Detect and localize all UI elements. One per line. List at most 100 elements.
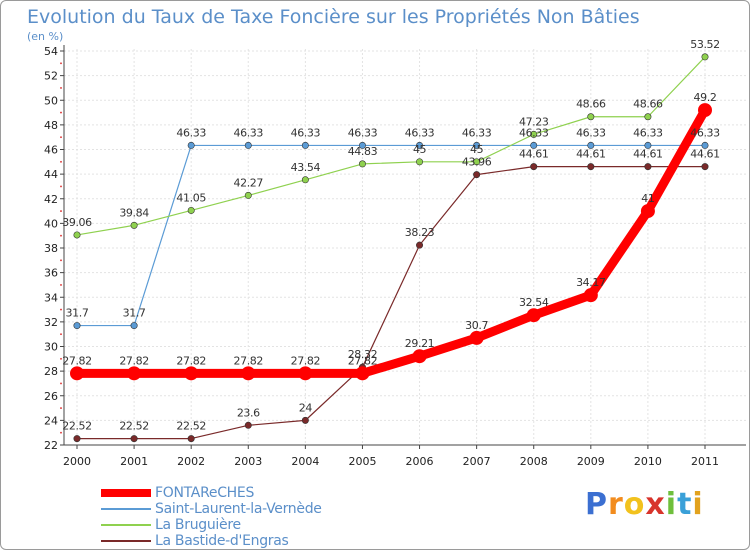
data-point [241, 366, 256, 381]
y-tick-label: 32 [44, 316, 58, 329]
data-label: 46.33 [519, 126, 549, 139]
data-point [526, 308, 541, 323]
data-label: 39.84 [119, 206, 149, 219]
legend-label: FONTAReCHES [155, 485, 255, 501]
data-point [473, 141, 481, 149]
data-point [469, 330, 484, 345]
y-tick-label: 46 [44, 144, 58, 157]
data-label: 34.17 [576, 276, 606, 289]
data-point [301, 416, 309, 424]
y-minor-tick [60, 333, 62, 336]
y-minor-tick [60, 407, 62, 409]
data-point [355, 366, 370, 381]
data-point [130, 435, 138, 443]
data-point [644, 163, 652, 171]
data-point [416, 241, 424, 249]
data-label: 46.33 [462, 126, 492, 139]
series-3 [73, 163, 709, 443]
logo-letter: P [585, 487, 608, 522]
data-point [698, 103, 712, 118]
data-label: 45 [413, 143, 427, 156]
data-label: 41 [641, 192, 654, 205]
y-minor-tick [60, 185, 62, 188]
data-label: 46.33 [633, 126, 663, 139]
data-point [701, 163, 709, 171]
legend-swatch [101, 540, 151, 542]
series-line [72, 105, 710, 378]
data-label: 48.66 [633, 98, 663, 111]
data-point [73, 231, 81, 239]
data-label: 48.66 [576, 98, 606, 111]
data-label: 46.33 [291, 126, 321, 139]
logo-letter: i [692, 487, 704, 522]
y-minor-tick [60, 160, 62, 163]
y-tick-label: 42 [44, 193, 58, 206]
data-label: 46.33 [405, 126, 435, 139]
data-label: 49.2 [694, 91, 717, 104]
data-label: 44.61 [633, 148, 663, 161]
data-point [644, 113, 652, 121]
y-tick-label: 26 [44, 390, 58, 403]
data-point [530, 130, 538, 138]
logo-letter: x [645, 487, 666, 522]
y-tick-label: 22 [44, 439, 58, 452]
data-point [412, 349, 427, 364]
data-label: 31.7 [66, 307, 89, 320]
series-0 [70, 103, 712, 381]
data-point [73, 435, 81, 443]
data-point [587, 113, 595, 121]
data-point [73, 322, 81, 330]
data-label: 43.96 [462, 156, 492, 169]
data-label: 46.33 [234, 126, 264, 139]
data-label: 28.32 [348, 348, 378, 361]
y-minor-tick [60, 308, 62, 311]
data-label: 24 [299, 401, 313, 414]
y-tick-label: 36 [44, 267, 58, 280]
data-label: 32.54 [519, 296, 549, 309]
data-label: 22.52 [176, 420, 206, 433]
data-label: 46.33 [176, 126, 206, 139]
y-minor-tick [60, 284, 62, 286]
data-point [358, 141, 366, 149]
y-tick-label: 34 [44, 291, 58, 304]
data-point [244, 141, 252, 149]
y-minor-tick [60, 136, 62, 139]
data-point [187, 435, 195, 443]
data-label: 27.82 [119, 354, 149, 367]
x-tick-label: 2004 [291, 455, 319, 468]
y-tick-label: 28 [44, 365, 58, 378]
series-line [76, 56, 706, 236]
series-2 [73, 53, 709, 239]
logo-letter: i [665, 487, 678, 522]
data-label: 31.7 [123, 307, 146, 320]
data-point [127, 366, 142, 381]
data-label: 30.7 [465, 319, 488, 332]
chart-title: Evolution du Taux de Taxe Foncière sur l… [27, 6, 640, 28]
data-label: 53.52 [690, 38, 720, 51]
legend-label: La Bruguière [155, 517, 241, 533]
data-label: 38.23 [405, 226, 435, 239]
data-point [416, 158, 424, 166]
data-label: 27.82 [234, 354, 264, 367]
legend-swatch [101, 524, 151, 526]
data-label: 27.82 [62, 354, 92, 367]
data-label: 29.21 [405, 337, 435, 350]
y-tick-label: 30 [44, 341, 58, 354]
data-point [187, 206, 195, 214]
data-label: 44.61 [690, 148, 720, 161]
logo-letter: o [623, 487, 646, 522]
data-point [473, 171, 481, 179]
data-point [640, 204, 655, 219]
series-1-labels: 31.7 31.7 46.33 46.33 46.33 46.33 46.33 46.33 46… [66, 126, 721, 319]
y-tick-label: 24 [44, 414, 58, 427]
data-point [644, 141, 652, 149]
series-3-labels: 22.52 22.52 22.52 23.6 24 28.32 38.23 43.96 44.6… [62, 148, 720, 433]
data-point [473, 158, 481, 166]
x-tick-label: 2005 [348, 455, 376, 468]
data-point [301, 141, 309, 149]
data-point [587, 141, 595, 149]
data-label: 43.54 [291, 161, 321, 174]
grid [64, 49, 746, 446]
x-tick-label: 2011 [691, 455, 719, 468]
